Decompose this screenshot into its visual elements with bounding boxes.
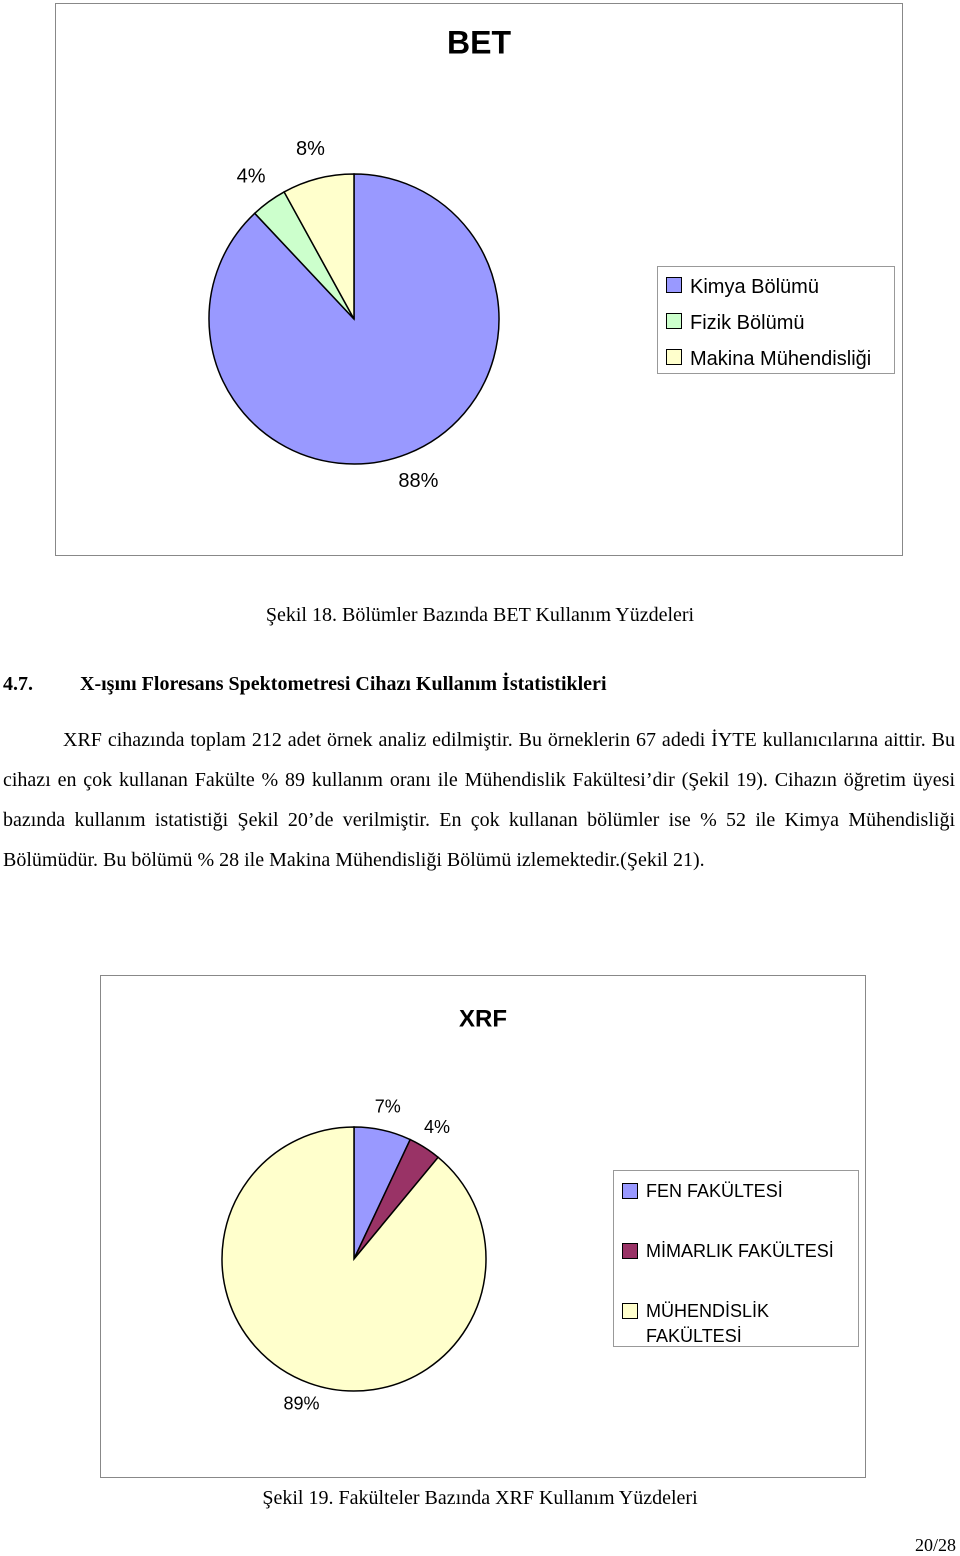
legend-label: Fizik Bölümü <box>690 312 805 334</box>
legend: FEN FAKÜLTESİ MİMARLIK FAKÜLTESİ MÜHENDİSL… <box>613 1170 859 1347</box>
legend-label: MÜHENDİSLİK FAKÜLTESİ <box>646 1301 770 1347</box>
legend-item: Fizik Bölümü <box>666 309 894 345</box>
data-label: 89% <box>283 1394 319 1414</box>
legend-item: Kimya Bölümü <box>666 273 894 309</box>
caption: Şekil 19. Fakülteler Bazında XRF Kullanı… <box>262 1487 698 1509</box>
legend-swatch <box>622 1183 638 1199</box>
chart-frame: XRF 7% 4% 89% FEN FAKÜLTESİ MİMARLIK FAKÜLTE… <box>100 975 866 1478</box>
legend-swatch <box>666 349 682 365</box>
data-label: 4% <box>237 166 266 188</box>
legend-swatch <box>622 1303 638 1319</box>
legend-item: MİMARLIK FAKÜLTESİ <box>622 1239 858 1299</box>
chart-title: BET <box>447 24 511 60</box>
legend-label: FEN FAKÜLTESİ <box>646 1181 783 1201</box>
legend-item: FEN FAKÜLTESİ <box>622 1179 858 1239</box>
data-label: 88% <box>398 470 438 492</box>
chart: XRF 7% 4% 89% <box>221 1005 507 1414</box>
page-number: 20/28 <box>914 1535 956 1555</box>
pie-slice <box>283 173 355 320</box>
pie-slice <box>221 1126 487 1392</box>
legend-swatch <box>666 277 682 293</box>
chart-title: XRF <box>459 1005 507 1032</box>
legend-item: MÜHENDİSLİK FAKÜLTESİ <box>622 1299 858 1359</box>
legend-swatch <box>622 1243 638 1259</box>
data-label: 8% <box>296 138 325 160</box>
chart-frame: BET 88% 4% 8% Kimya Bölümü Fizik Bölümü Makin… <box>55 3 903 556</box>
data-label: 4% <box>424 1117 450 1137</box>
legend-swatch <box>666 313 682 329</box>
section-title: X-ışını Floresans Spektometresi Cihazı K… <box>80 673 607 695</box>
pie-slice <box>208 173 500 465</box>
section-number: 4.7. <box>3 673 33 695</box>
data-label: 7% <box>375 1096 401 1116</box>
paragraph: XRF cihazında toplam 212 adet örnek anal… <box>3 729 955 871</box>
legend-label: Makina Mühendisliği <box>690 348 872 370</box>
legend: Kimya Bölümü Fizik Bölümü Makina Mühendisl… <box>657 266 895 374</box>
legend-item: Makina Mühendisliği <box>666 345 894 381</box>
caption: Şekil 18. Bölümler Bazında BET Kullanım … <box>265 604 695 626</box>
legend-label: Kimya Bölümü <box>690 276 819 298</box>
chart: BET 88% 4% 8% <box>208 24 511 492</box>
legend-label: MİMARLIK FAKÜLTESİ <box>646 1241 834 1261</box>
